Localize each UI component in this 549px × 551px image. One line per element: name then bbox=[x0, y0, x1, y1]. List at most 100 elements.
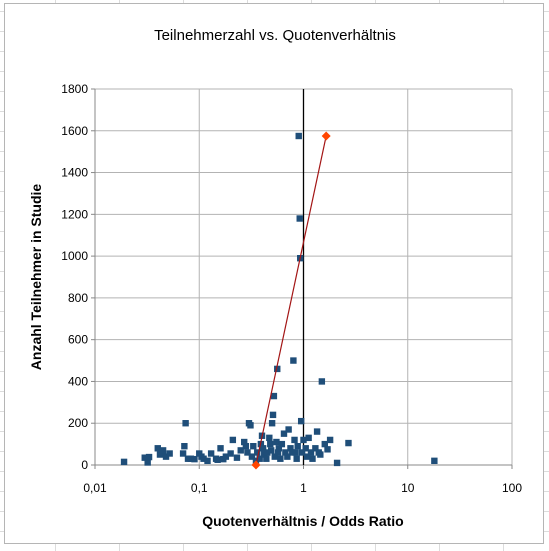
data-point bbox=[166, 450, 173, 457]
data-point bbox=[302, 445, 309, 452]
y-tick-label: 400 bbox=[68, 374, 88, 388]
trend-line bbox=[255, 135, 327, 466]
x-tick-label: 100 bbox=[502, 481, 522, 495]
y-tick-label: 800 bbox=[68, 291, 88, 305]
y-axis-title: Anzahl Teilnehmer in Studie bbox=[28, 184, 44, 371]
data-point bbox=[256, 455, 263, 462]
data-point bbox=[321, 440, 328, 448]
data-point bbox=[207, 450, 215, 457]
data-point bbox=[300, 436, 307, 444]
data-point bbox=[222, 453, 230, 460]
diamond-point bbox=[251, 460, 261, 470]
data-point bbox=[291, 436, 298, 444]
x-tick-label: 1 bbox=[300, 481, 307, 495]
data-point bbox=[191, 455, 198, 463]
data-point bbox=[264, 449, 271, 456]
data-point bbox=[274, 449, 282, 456]
data-point bbox=[250, 443, 257, 450]
data-point bbox=[273, 438, 280, 446]
data-point bbox=[287, 445, 294, 452]
data-point bbox=[289, 449, 296, 456]
data-point bbox=[284, 453, 291, 460]
diamond-point bbox=[321, 131, 331, 141]
data-point bbox=[431, 457, 438, 465]
data-point bbox=[266, 434, 273, 442]
data-point bbox=[278, 440, 286, 448]
data-point bbox=[141, 454, 148, 461]
x-tick-label: 0,1 bbox=[191, 481, 208, 495]
data-point bbox=[305, 434, 312, 442]
data-point bbox=[144, 459, 151, 466]
chart-title: Teilnehmerzahl vs. Quotenverhältnis bbox=[154, 27, 396, 44]
data-point bbox=[214, 456, 221, 463]
data-point bbox=[200, 455, 207, 462]
data-point bbox=[182, 420, 189, 427]
data-point bbox=[312, 445, 319, 452]
data-point bbox=[274, 365, 281, 373]
data-point bbox=[268, 447, 275, 454]
y-tick-label: 1200 bbox=[61, 207, 88, 221]
data-point bbox=[280, 430, 288, 437]
data-point bbox=[326, 436, 334, 444]
data-point bbox=[156, 451, 164, 458]
data-point bbox=[324, 446, 331, 453]
data-point bbox=[267, 440, 274, 448]
data-point bbox=[244, 449, 251, 456]
data-point bbox=[247, 422, 254, 429]
data-point bbox=[303, 453, 311, 460]
data-point bbox=[254, 449, 261, 456]
x-tick-label: 10 bbox=[401, 481, 415, 495]
data-point bbox=[227, 450, 234, 457]
data-point bbox=[233, 454, 241, 461]
data-point bbox=[162, 453, 170, 460]
mark-layer bbox=[120, 131, 438, 470]
data-point bbox=[318, 378, 326, 385]
data-point bbox=[271, 453, 278, 460]
data-point bbox=[248, 453, 256, 460]
data-point bbox=[241, 438, 248, 446]
y-tick-label: 1400 bbox=[61, 166, 88, 180]
data-point bbox=[268, 420, 276, 427]
x-tick-label: 0,01 bbox=[83, 481, 107, 495]
data-point bbox=[217, 445, 224, 452]
data-point bbox=[297, 417, 305, 425]
y-tick-label: 1000 bbox=[61, 249, 88, 263]
data-point bbox=[317, 451, 324, 458]
y-tick-label: 0 bbox=[81, 458, 88, 472]
y-tick-label: 600 bbox=[68, 333, 88, 347]
data-point bbox=[242, 443, 250, 450]
data-point bbox=[307, 449, 315, 456]
axis-layer: 0 200 400 600 800 1000 1200 1400 1600 1800 0,01 0,1… bbox=[61, 82, 522, 495]
data-point bbox=[294, 443, 301, 450]
y-tick-label: 1800 bbox=[61, 82, 88, 96]
data-point bbox=[333, 459, 341, 467]
data-point bbox=[229, 436, 237, 444]
data-point bbox=[298, 449, 306, 456]
data-point bbox=[285, 426, 292, 433]
data-point bbox=[237, 447, 244, 454]
data-point bbox=[313, 428, 321, 435]
data-point bbox=[290, 357, 297, 364]
data-point bbox=[309, 455, 316, 462]
data-point bbox=[270, 392, 278, 400]
y-tick-label: 1600 bbox=[61, 124, 88, 138]
data-point bbox=[187, 455, 195, 462]
data-point bbox=[145, 453, 153, 461]
data-point bbox=[282, 449, 289, 456]
data-point bbox=[154, 445, 161, 452]
data-point bbox=[292, 449, 299, 456]
x-axis-title: Quotenverhältnis / Odds Ratio bbox=[202, 513, 403, 529]
data-point bbox=[277, 455, 284, 462]
data-point bbox=[181, 443, 188, 450]
data-point bbox=[259, 445, 267, 452]
data-point bbox=[293, 455, 300, 462]
data-point bbox=[296, 215, 303, 222]
data-point bbox=[120, 458, 128, 466]
data-point bbox=[275, 445, 283, 452]
data-point bbox=[263, 455, 270, 462]
data-point bbox=[179, 450, 187, 457]
data-point bbox=[345, 439, 352, 447]
data-point bbox=[295, 132, 302, 140]
data-point bbox=[204, 457, 211, 465]
y-tick-label: 200 bbox=[68, 416, 88, 430]
